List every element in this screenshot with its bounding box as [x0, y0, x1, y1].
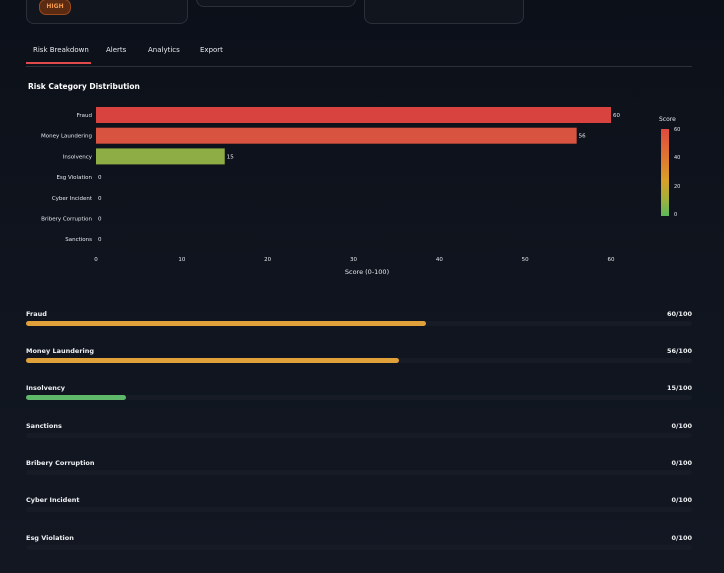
bar-data-label: 0: [98, 217, 102, 223]
x-tick-label: 20: [264, 257, 271, 263]
category-tick-label: Cyber Incident: [52, 196, 93, 202]
active-tab-indicator: [26, 62, 91, 64]
category-tick-label: Sanctions: [65, 237, 92, 243]
x-tick-label: 40: [436, 257, 443, 263]
progress-value: 0/100: [671, 496, 692, 504]
colorbar-tick: 0: [674, 212, 678, 218]
progress-row-sanctions: Sanctions 0/100: [26, 422, 692, 452]
bar: [96, 107, 611, 123]
progress-fill: [26, 321, 426, 326]
tab-bar: Risk Breakdown Alerts Analytics Export: [26, 40, 692, 67]
x-tick-label: 10: [178, 257, 185, 263]
tab-alerts[interactable]: Alerts: [106, 46, 127, 54]
progress-value: 0/100: [671, 422, 692, 430]
bar-data-label: 56: [579, 134, 586, 140]
summary-card-3: [364, 0, 524, 24]
progress-value: 0/100: [671, 459, 692, 467]
bar-data-label: 0: [98, 196, 102, 202]
progress-label: Insolvency: [26, 384, 65, 392]
risk-category-bar-chart: Fraud 60 Money Laundering 56 Insolvency 15 Esg…: [41, 107, 620, 276]
progress-row-money-laundering: Money Laundering 56/100: [26, 347, 692, 377]
colorbar-tick: 40: [674, 155, 681, 161]
bar-data-label: 0: [98, 237, 102, 243]
colorbar-tick: 20: [674, 184, 681, 190]
progress-label: Cyber Incident: [26, 496, 80, 504]
x-tick-label: 60: [608, 257, 615, 263]
x-tick-label: 0: [94, 257, 98, 263]
category-tick-label: Insolvency: [63, 154, 93, 160]
progress-row-fraud: Fraud 60/100: [26, 310, 692, 340]
tab-analytics[interactable]: Analytics: [148, 46, 180, 54]
category-tick-label: Bribery Corruption: [41, 217, 92, 223]
category-tick-label: Money Laundering: [41, 134, 92, 140]
bar-data-label: 15: [227, 154, 234, 160]
bar: [96, 127, 577, 144]
chart-title: Risk Category Distribution: [28, 82, 140, 91]
x-tick-label: 50: [522, 257, 529, 263]
risk-level-badge: HIGH: [39, 0, 71, 15]
progress-value: 0/100: [671, 534, 692, 542]
progress-row-insolvency: Insolvency 15/100: [26, 384, 692, 414]
progress-track: [26, 545, 692, 550]
bar-data-label: 60: [613, 113, 620, 119]
category-tick-label: Esg Violation: [56, 175, 92, 181]
progress-track: [26, 395, 692, 400]
progress-label: Sanctions: [26, 422, 62, 430]
colorbar-tick: 60: [674, 127, 681, 133]
progress-track: [26, 433, 692, 438]
progress-track: [26, 358, 692, 363]
progress-track: [26, 470, 692, 475]
progress-track: [26, 507, 692, 512]
x-axis-label: Score (0-100): [345, 268, 389, 276]
category-tick-label: Fraud: [77, 113, 92, 119]
overall-risk-card: HIGH: [26, 0, 188, 24]
progress-row-esg-violation: Esg Violation 0/100: [26, 534, 692, 564]
bar: [96, 148, 225, 165]
progress-value: 60/100: [667, 310, 692, 318]
progress-track: [26, 321, 692, 326]
score-colorbar: [661, 129, 669, 216]
progress-label: Fraud: [26, 310, 47, 318]
progress-label: Money Laundering: [26, 347, 95, 355]
progress-label: Bribery Corruption: [26, 459, 95, 467]
progress-value: 15/100: [667, 384, 692, 392]
tab-risk-breakdown[interactable]: Risk Breakdown: [33, 46, 89, 54]
progress-label: Esg Violation: [26, 534, 74, 542]
bar-data-label: 0: [98, 175, 102, 181]
x-tick-label: 30: [350, 257, 357, 263]
tab-export[interactable]: Export: [200, 46, 223, 54]
progress-row-cyber-incident: Cyber Incident 0/100: [26, 496, 692, 526]
progress-row-bribery-corruption: Bribery Corruption 0/100: [26, 459, 692, 489]
progress-fill: [26, 358, 399, 363]
progress-fill: [26, 395, 126, 400]
colorbar-title: Score: [659, 116, 676, 123]
progress-value: 56/100: [667, 347, 692, 355]
